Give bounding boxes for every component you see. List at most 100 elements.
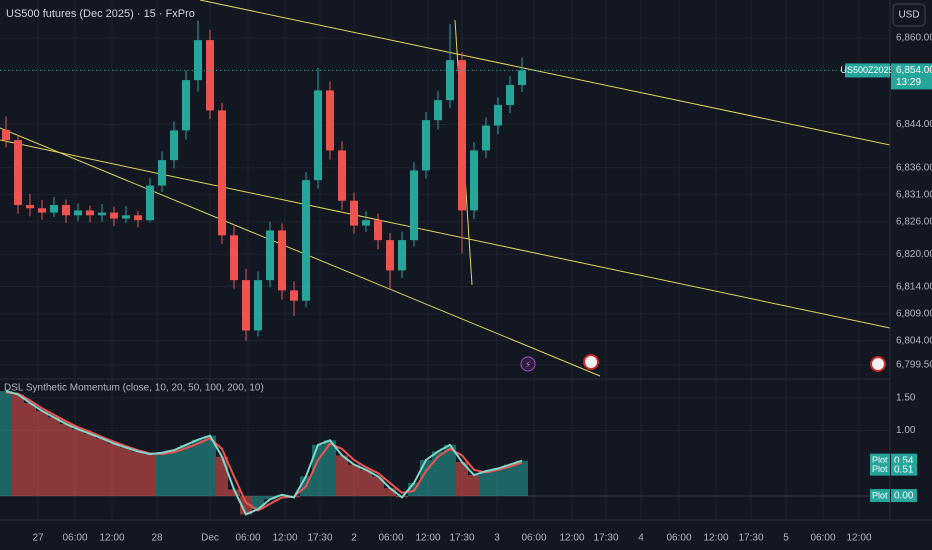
x-tick-label: 28 bbox=[151, 533, 163, 544]
candle-body bbox=[206, 40, 214, 111]
trend-line bbox=[0, 139, 891, 329]
plot-badge bbox=[870, 489, 890, 503]
momentum-line bbox=[5, 391, 523, 512]
x-tick-label: 12:00 bbox=[846, 533, 871, 544]
histogram-bar bbox=[72, 429, 84, 497]
histogram-bar bbox=[24, 402, 36, 497]
histogram-bar bbox=[192, 439, 204, 497]
candle-body bbox=[386, 240, 394, 271]
y-tick-label: 6,814.00 bbox=[896, 281, 932, 292]
y-tick-label: 6,809.00 bbox=[896, 308, 932, 319]
histogram-bar bbox=[480, 471, 492, 497]
countdown-label: 13:29 bbox=[896, 77, 921, 88]
x-tick-label: 12:00 bbox=[559, 533, 584, 544]
histogram-bar bbox=[108, 443, 120, 497]
y-tick-label: 6,804.00 bbox=[896, 335, 932, 346]
currency-button[interactable] bbox=[892, 3, 926, 27]
y-tick-label: 6,799.50 bbox=[896, 360, 932, 371]
candle-body bbox=[110, 212, 118, 219]
candle-body bbox=[470, 150, 478, 211]
event-icon[interactable] bbox=[583, 354, 599, 370]
histogram-bar bbox=[384, 488, 396, 497]
value-badge bbox=[891, 489, 917, 503]
trend-line bbox=[0, 127, 601, 377]
histogram-bar bbox=[516, 460, 528, 497]
trend-lines bbox=[0, 0, 891, 377]
y-tick-label: 1.50 bbox=[896, 392, 916, 403]
value-label: 0.00 bbox=[894, 491, 914, 502]
candle-body bbox=[38, 208, 46, 213]
candle-body bbox=[170, 130, 178, 161]
y-tick-label: 6,860.00 bbox=[896, 33, 932, 44]
histogram-bar bbox=[372, 476, 384, 497]
candle-body bbox=[122, 215, 130, 219]
x-tick-label: 06:00 bbox=[810, 533, 835, 544]
candle-body bbox=[86, 210, 94, 216]
y-tick-label: 6,820.00 bbox=[896, 249, 932, 260]
histogram-bar bbox=[324, 440, 336, 497]
x-tick-label: 4 bbox=[638, 533, 644, 544]
histogram-bar bbox=[312, 444, 324, 497]
candle-body bbox=[254, 280, 262, 331]
y-tick-label: 6,844.00 bbox=[896, 119, 932, 130]
plot-badge bbox=[870, 462, 890, 476]
candle-body bbox=[482, 125, 490, 151]
y-tick-label: 6,831.00 bbox=[896, 189, 932, 200]
x-tick-label: 12:00 bbox=[272, 533, 297, 544]
histogram-bar bbox=[456, 461, 468, 497]
x-tick-label: 06:00 bbox=[378, 533, 403, 544]
candle-body bbox=[362, 220, 370, 226]
histogram-bar bbox=[84, 433, 96, 497]
event-icon[interactable] bbox=[520, 356, 536, 372]
candle-body bbox=[218, 110, 226, 236]
histogram-bar bbox=[360, 469, 372, 497]
candle-body bbox=[158, 160, 166, 186]
x-tick-label: 2 bbox=[351, 533, 357, 544]
trend-line bbox=[199, 0, 891, 146]
histogram-bar bbox=[12, 394, 24, 497]
price-badge bbox=[891, 63, 932, 90]
candle-body bbox=[242, 280, 250, 331]
candle-body bbox=[98, 212, 106, 216]
event-icon[interactable] bbox=[870, 356, 886, 372]
candle-body bbox=[182, 80, 190, 131]
chart-title: US500 futures (Dec 2025) · 15 · FxPro bbox=[6, 8, 195, 20]
histogram-bar bbox=[204, 435, 216, 497]
event-icon-glyph: ⚡ bbox=[525, 359, 531, 369]
candle-body bbox=[398, 240, 406, 271]
histogram-bar bbox=[432, 451, 444, 497]
histogram-bar bbox=[180, 444, 192, 497]
value-label: 0.51 bbox=[894, 464, 914, 475]
x-tick-label: 12:00 bbox=[99, 533, 124, 544]
candle-body bbox=[302, 180, 310, 301]
candle-body bbox=[506, 85, 514, 106]
value-badge bbox=[891, 462, 917, 476]
last-price-label: 6,854.00 bbox=[896, 65, 932, 76]
x-tick-label: 17:30 bbox=[738, 533, 763, 544]
histogram-bar bbox=[144, 454, 156, 497]
candle-body bbox=[458, 60, 466, 211]
candle-body bbox=[518, 70, 526, 86]
x-tick-label: 17:30 bbox=[593, 533, 618, 544]
histogram-bar bbox=[36, 410, 48, 497]
histogram-bar bbox=[156, 452, 168, 497]
x-tick-label: 3 bbox=[494, 533, 500, 544]
candle-body bbox=[374, 220, 382, 241]
x-tick-label: 5 bbox=[783, 533, 789, 544]
currency-label: USD bbox=[898, 10, 919, 21]
histogram-bar bbox=[492, 468, 504, 497]
candle-body bbox=[134, 215, 142, 221]
marks bbox=[0, 20, 890, 516]
histogram-bar bbox=[0, 391, 12, 497]
value-label: 0.54 bbox=[894, 455, 914, 466]
candle-body bbox=[290, 290, 298, 301]
candle-body bbox=[494, 105, 502, 126]
candle-body bbox=[146, 185, 154, 221]
histogram-bar bbox=[132, 451, 144, 497]
histogram-bar bbox=[48, 417, 60, 497]
candle-body bbox=[410, 170, 418, 241]
x-tick-label: 17:30 bbox=[449, 533, 474, 544]
candle-body bbox=[338, 150, 346, 201]
legend-label: Plot bbox=[872, 455, 888, 465]
